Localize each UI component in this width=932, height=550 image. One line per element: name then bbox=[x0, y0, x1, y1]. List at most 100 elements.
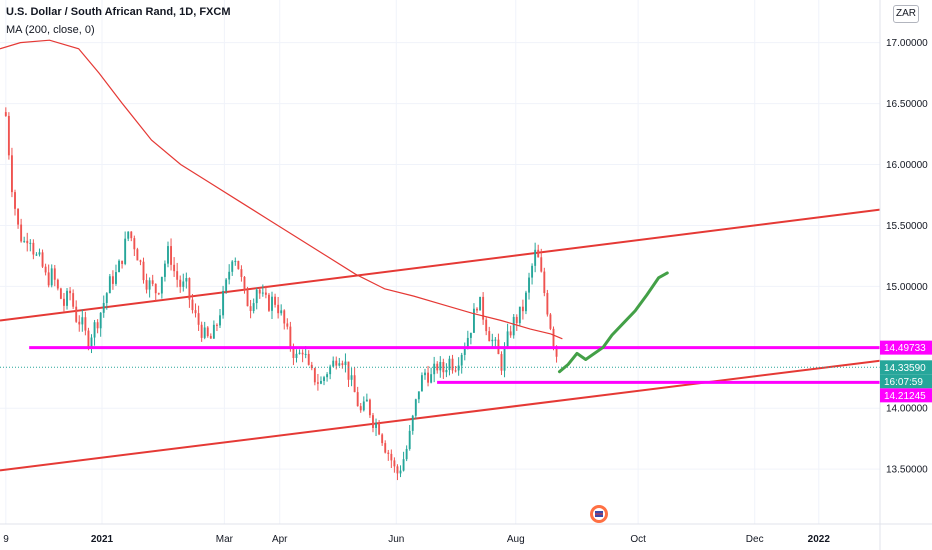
candle-body bbox=[381, 434, 384, 444]
candle-body bbox=[316, 382, 319, 384]
last-price-badge-bg bbox=[880, 360, 932, 375]
candle-body bbox=[10, 155, 13, 193]
candle-body bbox=[393, 460, 396, 467]
candle-body bbox=[372, 415, 374, 428]
candle-body bbox=[167, 246, 169, 264]
candle-body bbox=[525, 292, 527, 312]
y-tick-label: 13.50000 bbox=[886, 465, 928, 476]
candle-body bbox=[457, 365, 460, 371]
candle-body bbox=[301, 352, 304, 355]
ma-line-group bbox=[0, 39, 563, 340]
candle-body bbox=[212, 324, 215, 339]
projection-group bbox=[557, 271, 669, 374]
x-tick-label: Apr bbox=[272, 534, 288, 545]
candle-body bbox=[304, 353, 307, 355]
candle-body bbox=[47, 272, 50, 286]
candle-body bbox=[148, 280, 151, 290]
candle-body bbox=[534, 249, 537, 266]
channel-lines bbox=[0, 208, 881, 472]
candle-body bbox=[350, 375, 353, 380]
candle-body bbox=[124, 238, 127, 264]
candle-body bbox=[96, 322, 99, 329]
candle-body bbox=[93, 322, 96, 338]
candle-body bbox=[115, 272, 117, 284]
candle-body bbox=[258, 289, 261, 294]
candle-body bbox=[203, 327, 206, 338]
candle-body bbox=[35, 254, 38, 256]
candle-body bbox=[448, 358, 451, 370]
y-grid bbox=[0, 42, 880, 470]
candle-body bbox=[23, 240, 26, 242]
candle-body bbox=[411, 415, 414, 431]
candle-body bbox=[424, 372, 426, 376]
candle-body bbox=[4, 112, 7, 116]
candle-body bbox=[375, 423, 377, 428]
candle-body bbox=[59, 288, 62, 299]
candle-body bbox=[540, 257, 543, 272]
candle-body bbox=[503, 347, 506, 371]
candle-body bbox=[215, 324, 218, 326]
candle-body bbox=[87, 330, 90, 348]
candle-body bbox=[528, 277, 530, 293]
candle-body bbox=[436, 363, 439, 371]
candle-body bbox=[552, 328, 555, 347]
candle-body bbox=[286, 323, 289, 327]
candle-body bbox=[414, 399, 417, 416]
candle-body bbox=[384, 443, 387, 453]
projection-line bbox=[557, 271, 669, 374]
candle-body bbox=[454, 370, 457, 372]
candle-body bbox=[338, 363, 341, 366]
candle-body bbox=[546, 292, 549, 315]
candle-body bbox=[17, 208, 20, 225]
candle-body bbox=[439, 362, 442, 371]
candle-body bbox=[151, 280, 154, 284]
y-tick-label: 16.00000 bbox=[886, 160, 928, 171]
candle-body bbox=[332, 360, 335, 367]
candle-body bbox=[521, 306, 524, 312]
x-tick-label: Dec bbox=[746, 534, 764, 545]
candles bbox=[4, 107, 558, 481]
x-tick-label: 9 bbox=[3, 534, 9, 545]
candle-body bbox=[531, 265, 534, 278]
candle-body bbox=[111, 276, 114, 284]
events-icon-group[interactable] bbox=[590, 505, 608, 523]
candle-body bbox=[430, 374, 433, 383]
candle-body bbox=[29, 242, 32, 244]
candle-body bbox=[408, 430, 411, 449]
candle-body bbox=[225, 279, 228, 291]
candle-body bbox=[26, 240, 29, 244]
support-price-badge-bg bbox=[880, 340, 932, 355]
support-price-badge: 14.49733 bbox=[884, 343, 926, 354]
candle-body bbox=[206, 327, 209, 337]
candle-body bbox=[476, 308, 478, 311]
candle-body bbox=[108, 276, 111, 294]
candle-body bbox=[20, 224, 23, 242]
candle-body bbox=[142, 261, 145, 281]
currency-button[interactable]: ZAR bbox=[893, 5, 919, 23]
candle-body bbox=[494, 339, 497, 341]
candle-body bbox=[543, 271, 546, 293]
candle-body bbox=[283, 310, 286, 324]
candle-body bbox=[78, 321, 81, 325]
y-tick-label: 15.00000 bbox=[886, 282, 928, 293]
candle-body bbox=[396, 466, 399, 474]
candle-body bbox=[509, 331, 512, 336]
support-lines bbox=[0, 346, 880, 384]
candle-body bbox=[500, 354, 503, 371]
candle-body bbox=[466, 337, 469, 349]
candle-body bbox=[157, 293, 160, 295]
candle-body bbox=[347, 361, 350, 380]
candle-body bbox=[66, 290, 68, 306]
candle-body bbox=[329, 366, 332, 375]
candle-body bbox=[99, 312, 102, 329]
x-tick-label: 2022 bbox=[808, 534, 831, 545]
ma-indicator-label[interactable]: MA (200, close, 0) bbox=[6, 24, 95, 36]
candle-body bbox=[121, 260, 124, 264]
candle-body bbox=[512, 316, 515, 336]
candle-body bbox=[313, 368, 316, 383]
candle-body bbox=[261, 292, 264, 294]
candle-body bbox=[72, 293, 75, 307]
candle-body bbox=[537, 249, 540, 258]
